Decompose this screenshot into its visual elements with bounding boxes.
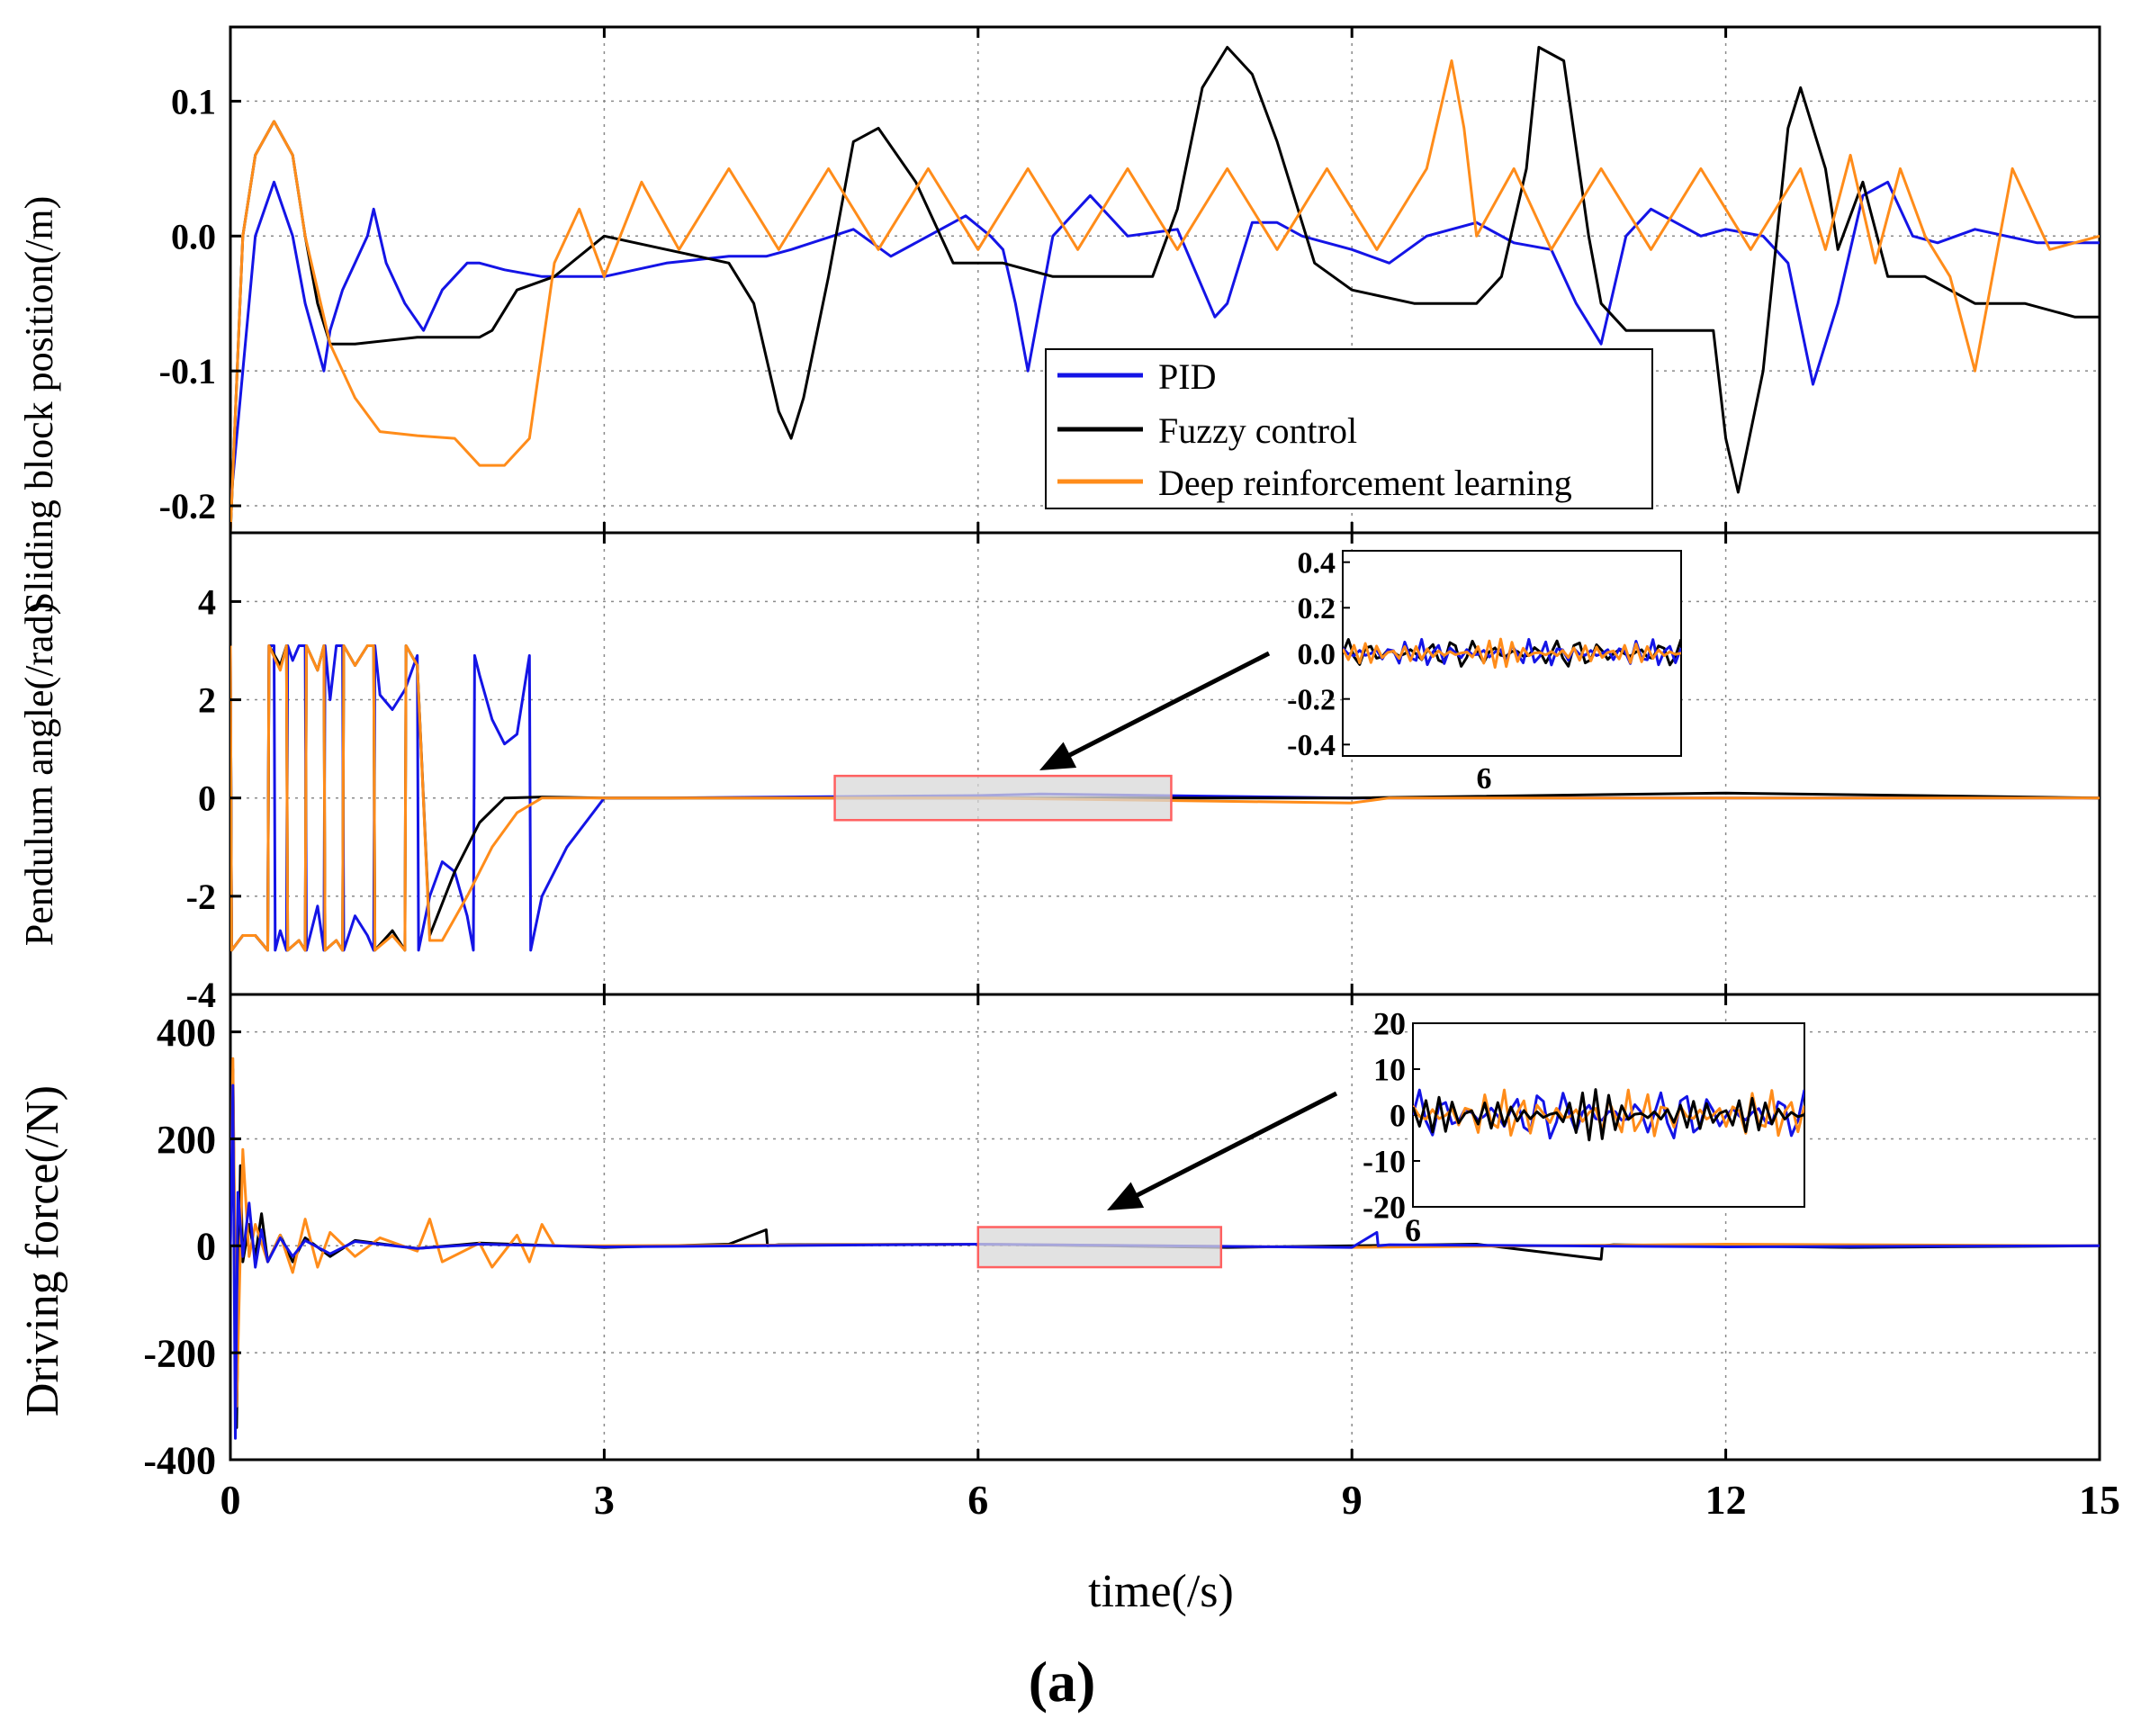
angle-series-pid bbox=[230, 644, 2100, 952]
xlabel-time: time(/s) bbox=[1088, 1566, 1234, 1617]
angle-inset-ytick-label: 0.4 bbox=[1298, 547, 1336, 580]
ylabel-angle: Pendulum angle(/rad) bbox=[17, 602, 61, 946]
xtick-label: 3 bbox=[594, 1477, 615, 1523]
legend: PID Fuzzy control Deep reinforcement lea… bbox=[1045, 348, 1653, 509]
angle-series-deep-reinforcement-learning bbox=[230, 644, 2100, 952]
angle-ytick-label: -4 bbox=[186, 975, 216, 1015]
xtick-label: 6 bbox=[967, 1477, 988, 1523]
angle-ytick-label: 4 bbox=[198, 581, 216, 622]
force-inset-xtick-label: 6 bbox=[1405, 1212, 1421, 1248]
angle-ytick-label: -2 bbox=[186, 877, 216, 917]
legend-label-drl: Deep reinforcement learning bbox=[1158, 463, 1572, 503]
position-series-deep-reinforcement-learning bbox=[230, 59, 2100, 533]
force-ytick-label: -400 bbox=[143, 1438, 216, 1482]
force-inset-series bbox=[1413, 1088, 1804, 1142]
force-ytick-label: 200 bbox=[157, 1118, 216, 1162]
ylabel-force: Driving force(/N) bbox=[17, 1085, 68, 1417]
force-inset-ytick-label: -10 bbox=[1363, 1144, 1406, 1180]
position-ytick-label: 0.1 bbox=[171, 81, 216, 121]
figure-label: (a) bbox=[1029, 1650, 1096, 1714]
angle-inset-ytick-label: 0.2 bbox=[1298, 592, 1336, 625]
force-series-pid bbox=[230, 1084, 2100, 1440]
force-inset-ytick-label: 0 bbox=[1390, 1098, 1406, 1134]
position-ytick-label: 0.0 bbox=[171, 216, 216, 256]
xtick-label: 0 bbox=[220, 1477, 241, 1523]
force-series-group bbox=[230, 1057, 2100, 1440]
force-ytick-label: 400 bbox=[157, 1011, 216, 1055]
angle-inset-series bbox=[1343, 637, 1681, 670]
angle-inset-xtick-label: 6 bbox=[1477, 762, 1492, 796]
force-zoom-arrow bbox=[1121, 1091, 1338, 1205]
force-inset: 20 10 0 -10 -206 bbox=[1363, 1006, 1805, 1248]
force-inset-ytick-label: 20 bbox=[1373, 1006, 1406, 1042]
force-inset-ytick-label: -20 bbox=[1363, 1190, 1406, 1226]
angle-zoom-box bbox=[833, 774, 1173, 822]
angle-series-group bbox=[230, 644, 2100, 952]
ylabel-position: Sliding block position(/m) bbox=[17, 196, 61, 614]
angle-inset: 0.4 0.2 0.0 -0.2 -0.4 6 bbox=[1287, 547, 1682, 796]
angle-inset-ytick-label: -0.4 bbox=[1287, 729, 1336, 762]
angle-ytick-label: 0 bbox=[198, 778, 216, 819]
xtick-label: 9 bbox=[1342, 1477, 1363, 1523]
force-zoom-box bbox=[976, 1226, 1223, 1269]
angle-zoom-arrow bbox=[1054, 651, 1271, 765]
force-zoom-arrowhead bbox=[1107, 1182, 1145, 1210]
angle-ytick-label: 2 bbox=[198, 680, 216, 721]
position-series-pid bbox=[230, 180, 2100, 507]
position-series-group bbox=[230, 46, 2100, 533]
legend-label-fuzzy: Fuzzy control bbox=[1158, 410, 1357, 451]
force-ytick-label: 0 bbox=[196, 1225, 216, 1269]
xtick-label: 12 bbox=[1705, 1477, 1747, 1523]
position-ytick-label: -0.2 bbox=[159, 486, 216, 526]
position-ytick-label: -0.1 bbox=[159, 351, 216, 391]
force-inset-ytick-label: 10 bbox=[1373, 1052, 1406, 1088]
angle-inset-ytick-label: -0.2 bbox=[1287, 684, 1336, 717]
position-series-fuzzy-control bbox=[230, 46, 2100, 533]
force-inset-frame bbox=[1412, 1022, 1805, 1208]
force-ytick-label: -200 bbox=[143, 1332, 216, 1376]
angle-inset-ytick-label: 0.0 bbox=[1298, 638, 1336, 671]
xtick-label: 15 bbox=[2079, 1477, 2120, 1523]
legend-box bbox=[1045, 348, 1653, 509]
legend-label-pid: PID bbox=[1158, 356, 1216, 397]
angle-zoom-arrowhead bbox=[1039, 742, 1077, 770]
